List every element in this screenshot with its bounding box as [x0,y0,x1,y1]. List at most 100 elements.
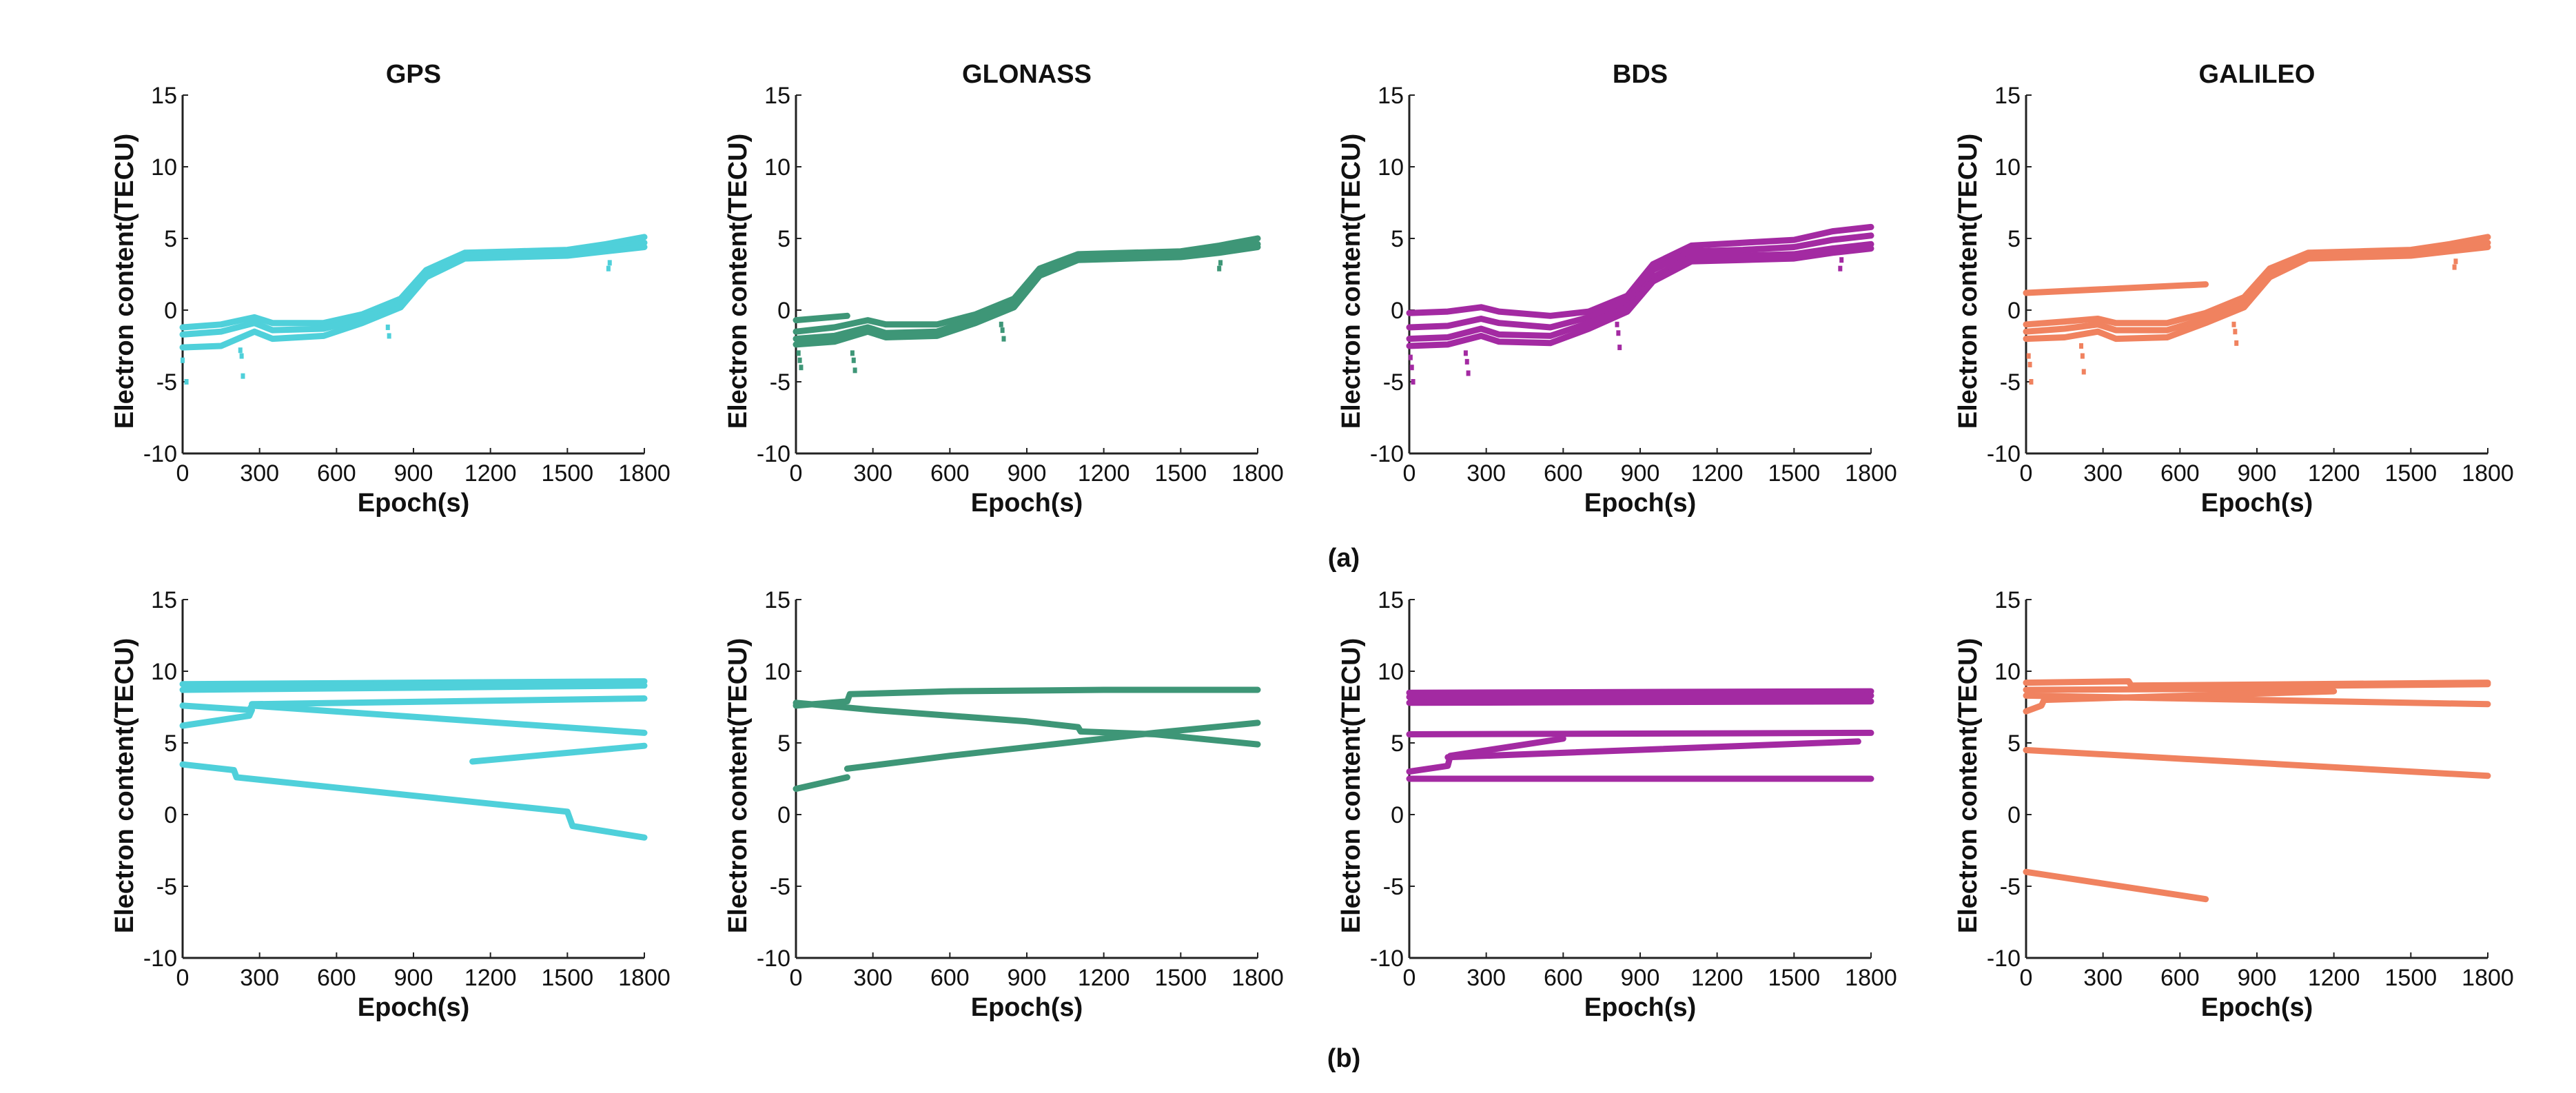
outlier-point [1839,257,1844,263]
series-line-4 [2023,244,2491,343]
outlier-point [1464,358,1469,365]
outlier-point [1617,345,1622,351]
y-tick-label: 15 [151,587,177,613]
x-tick-label: 0 [790,965,803,991]
y-tick-label: 5 [1391,731,1404,757]
series-line-1 [793,686,1261,709]
x-tick-label: 0 [176,965,190,991]
y-tick-label: 0 [777,298,790,324]
y-tick-label: 0 [164,802,177,828]
y-tick-label: 5 [2007,731,2021,757]
outlier-point [1218,260,1223,266]
row-label-a: (a) [1328,544,1360,573]
series-line-2 [179,682,648,693]
series-line-4 [1406,729,1874,737]
y-tick-label: 15 [1378,587,1404,613]
x-tick-label: 600 [317,460,356,487]
x-tick-label: 1500 [2385,965,2437,991]
series-line-7 [179,761,648,841]
y-tick-label: -5 [2000,369,2021,396]
outlier-point [2231,321,2236,327]
x-tick-label: 1800 [618,460,671,487]
outlier-point [184,379,189,385]
outlier-point [387,333,391,339]
x-tick-label: 1800 [618,965,671,991]
x-axis-label: Epoch(s) [2201,993,2313,1022]
x-tick-label: 1500 [1768,965,1821,991]
chart-title: GLONASS [962,60,1092,89]
outlier-point [1615,321,1619,327]
series-line-2 [1406,232,1874,331]
x-tick-label: 1200 [1691,460,1744,487]
y-axis-label: Electron content(TECU) [724,134,753,429]
y-tick-label: 15 [151,83,177,109]
outlier-point [2080,353,2085,359]
x-axis-label: Epoch(s) [971,993,1083,1022]
x-tick-label: 300 [240,965,279,991]
series-line-3 [1406,698,1874,706]
x-axis-label: Epoch(s) [1584,993,1697,1022]
outlier-point [1409,365,1414,371]
x-tick-label: 0 [2020,965,2033,991]
x-tick-label: 300 [2083,965,2123,991]
x-tick-label: 600 [317,965,356,991]
chart-title: GALILEO [2199,60,2316,89]
chart-b-panel-1: -10 -5 0 5 10 15 0 300 600 900 1200 1500 1800 Epoch(s… [110,587,671,1022]
outlier-point [385,324,390,330]
y-tick-label: 10 [1994,659,2021,685]
outlier-point [1838,265,1843,272]
y-tick-label: 10 [764,154,790,181]
series-line-1 [2023,678,2491,689]
chart-b-panel-4: -10 -5 0 5 10 15 0 300 600 900 1200 1500 1800 Epoch(s… [1954,587,2514,1022]
x-tick-label: 1800 [2462,965,2514,991]
x-tick-label: 1800 [1845,460,1897,487]
y-tick-label: -5 [2000,874,2021,900]
outlier-point [1408,354,1413,360]
y-tick-label: -10 [1370,946,1404,972]
y-tick-label: -10 [1370,441,1404,467]
chart-b-panel-2: -10 -5 0 5 10 15 0 300 600 900 1200 1500 1800 Epoch(s… [724,587,1284,1022]
series-line-5 [179,706,255,729]
x-tick-label: 1200 [1078,965,1130,991]
outlier-point [1217,265,1222,272]
outlier-point [1411,379,1415,385]
y-tick-label: -10 [1987,946,2021,972]
series-line-4 [1406,245,1874,349]
x-tick-label: 900 [1008,460,1047,487]
y-tick-label: -10 [757,441,790,467]
series-line-4 [844,719,1261,772]
outlier-point [797,357,802,363]
outlier-point [606,265,611,272]
x-tick-label: 900 [1621,965,1660,991]
series-line-2 [2023,681,2491,693]
outlier-point [239,353,244,359]
y-tick-label: 0 [2007,802,2021,828]
y-tick-label: -5 [1383,369,1404,396]
series-line-1 [2023,281,2209,296]
x-tick-label: 0 [1403,965,1416,991]
y-tick-label: 5 [777,226,790,252]
y-tick-label: 5 [164,731,177,757]
y-tick-label: 15 [1994,83,2021,109]
x-tick-label: 900 [1008,965,1047,991]
x-axis-label: Epoch(s) [2201,489,2313,518]
y-tick-label: 10 [151,659,177,685]
x-tick-label: 1800 [1845,965,1897,991]
x-tick-label: 1800 [1231,460,1284,487]
outlier-point [2079,343,2084,349]
x-tick-label: 300 [1466,460,1506,487]
outlier-point [1000,327,1005,334]
chart-b-panel-3: -10 -5 0 5 10 15 0 300 600 900 1200 1500 1800 Epoch(s… [1337,587,1897,1022]
series-line-6 [469,742,648,765]
y-tick-label: 10 [151,154,177,181]
x-tick-label: 300 [853,965,892,991]
x-tick-label: 1200 [464,965,517,991]
y-tick-label: -5 [770,874,790,900]
x-tick-label: 1500 [542,965,594,991]
x-tick-label: 0 [1403,460,1416,487]
x-axis-label: Epoch(s) [358,489,470,518]
x-tick-label: 300 [853,460,892,487]
y-tick-label: 0 [2007,298,2021,324]
x-tick-label: 0 [2020,460,2033,487]
